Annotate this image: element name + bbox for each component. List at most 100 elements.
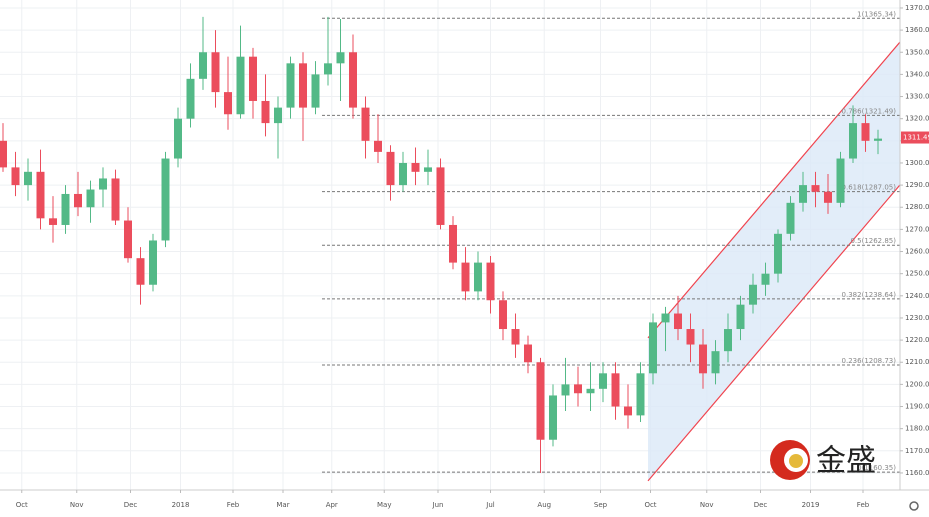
candle-body	[811, 185, 820, 192]
y-tick-label: 1350.00	[905, 48, 929, 56]
candle-body	[174, 118, 182, 159]
y-tick-label: 1240.00	[905, 292, 929, 300]
candle-body	[861, 123, 870, 141]
candle-body	[586, 388, 595, 394]
candle-body	[349, 52, 357, 108]
candle-body	[61, 193, 70, 225]
x-tick-label: 2018	[172, 501, 190, 509]
candle-body	[74, 193, 82, 208]
candle-body	[574, 384, 582, 394]
candle-body	[149, 240, 157, 285]
candle-body	[411, 162, 420, 172]
candle-body	[436, 167, 445, 225]
x-tick-label: Feb	[227, 501, 240, 509]
candle-body	[136, 258, 145, 285]
fib-label: 0.786(1321.49)	[842, 107, 897, 115]
watermark: 金盛	[816, 444, 876, 479]
candle-body	[536, 362, 545, 440]
y-tick-label: 1180.00	[905, 425, 929, 433]
candle-body	[674, 313, 682, 330]
settings-icon[interactable]	[909, 501, 919, 511]
candle-body	[374, 140, 382, 152]
candle-body	[36, 171, 45, 219]
candle-body	[849, 123, 857, 159]
candle-body	[11, 167, 20, 186]
candle-body	[836, 158, 845, 203]
fib-label: 0.5(1262.85)	[850, 237, 896, 245]
candle-body	[274, 107, 282, 124]
candle-body	[611, 373, 620, 407]
candle-body	[424, 167, 432, 172]
x-tick-label: Jun	[432, 501, 444, 509]
candle-body	[774, 233, 782, 274]
x-tick-label: Oct	[16, 501, 28, 509]
y-tick-label: 1160.00	[905, 469, 929, 477]
last-price-label: 1311.49	[903, 134, 929, 142]
candle-body	[311, 74, 320, 108]
candle-body	[111, 178, 120, 221]
candle-body	[499, 300, 507, 330]
candle-body	[211, 52, 220, 93]
channel-upper	[647, 41, 901, 339]
y-tick-label: 1280.00	[905, 203, 929, 211]
candle-body	[824, 191, 832, 203]
candle-body	[661, 313, 670, 323]
x-tick-label: Dec	[124, 501, 138, 509]
candle-body	[0, 140, 7, 168]
y-tick-label: 1220.00	[905, 336, 929, 344]
x-tick-label: 2019	[802, 501, 820, 509]
candle-body	[261, 100, 270, 124]
candle-body	[624, 406, 632, 416]
x-tick-label: Feb	[857, 501, 870, 509]
candle-body	[249, 56, 257, 101]
candle-body	[686, 329, 695, 345]
candles	[0, 16, 882, 473]
y-tick-label: 1190.00	[905, 403, 929, 411]
candle-body	[649, 322, 657, 374]
candle-body	[361, 107, 370, 141]
candle-body	[799, 185, 807, 203]
grid	[0, 0, 900, 490]
fib-label: 0.618(1287.05)	[842, 184, 897, 192]
y-tick-label: 1320.00	[905, 115, 929, 123]
candle-body	[786, 202, 795, 234]
candle-body	[724, 329, 732, 352]
candle-body	[636, 373, 645, 416]
x-tick-label: Sep	[594, 501, 608, 509]
candle-body	[736, 304, 745, 330]
candle-body	[511, 329, 520, 345]
y-tick-label: 1360.00	[905, 26, 929, 34]
x-tick-label: Aug	[537, 501, 551, 509]
candle-body	[186, 78, 195, 119]
y-tick-label: 1210.00	[905, 358, 929, 366]
y-tick-label: 1250.00	[905, 270, 929, 278]
candle-body	[761, 273, 770, 285]
last-price-box	[901, 131, 929, 144]
x-tick-label: Dec	[754, 501, 768, 509]
y-tick-label: 1200.00	[905, 380, 929, 388]
candle-body	[874, 138, 882, 141]
fib-label: 0.236(1208.73)	[842, 357, 897, 365]
candle-body	[24, 171, 32, 186]
candle-body	[199, 52, 207, 79]
candle-body	[449, 224, 457, 263]
y-tick-label: 1270.00	[905, 225, 929, 233]
candle-body	[524, 344, 532, 363]
x-tick-label: Mar	[276, 501, 289, 509]
x-tick-label: Oct	[644, 501, 656, 509]
candle-body	[99, 178, 107, 190]
candle-body	[749, 284, 757, 305]
candle-body	[561, 384, 570, 396]
y-tick-label: 1370.00	[905, 4, 929, 12]
candle-body	[699, 344, 707, 374]
fib-label: 0.382(1238.64)	[842, 291, 897, 299]
y-tick-label: 1330.00	[905, 93, 929, 101]
candle-body	[549, 395, 557, 440]
candle-body	[224, 92, 232, 115]
candle-body	[124, 220, 132, 259]
y-tick-label: 1300.00	[905, 159, 929, 167]
gear[interactable]	[909, 501, 919, 511]
candle-body	[286, 63, 295, 108]
y-tick-label: 1290.00	[905, 181, 929, 189]
